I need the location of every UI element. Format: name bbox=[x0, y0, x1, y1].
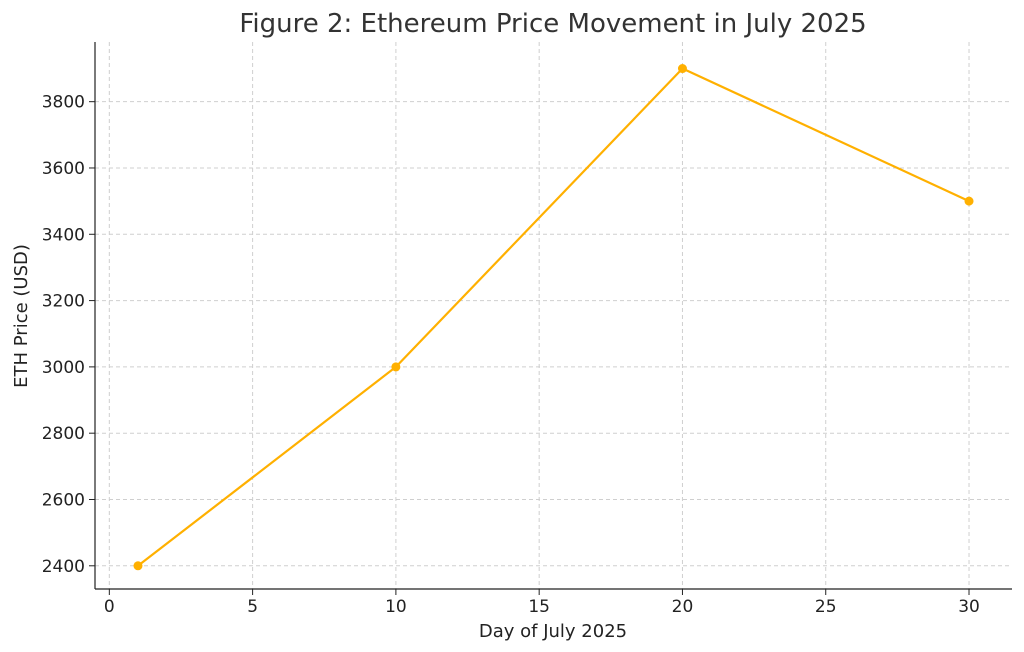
y-tick-label: 3200 bbox=[42, 292, 85, 312]
y-tick-label: 3600 bbox=[42, 159, 85, 179]
y-tick-label: 3800 bbox=[42, 93, 85, 113]
data-point bbox=[133, 561, 143, 571]
x-tick-label: 20 bbox=[672, 597, 694, 617]
x-tick-label: 30 bbox=[958, 597, 980, 617]
axes bbox=[94, 42, 1012, 590]
chart-title: Figure 2: Ethereum Price Movement in Jul… bbox=[239, 9, 866, 39]
data-point bbox=[391, 362, 401, 372]
data-point bbox=[964, 196, 974, 206]
x-tick-label: 15 bbox=[528, 597, 550, 617]
y-tick-label: 2800 bbox=[42, 424, 85, 444]
x-tick-label: 25 bbox=[815, 597, 837, 617]
grid bbox=[95, 42, 1012, 589]
y-axis-label: ETH Price (USD) bbox=[11, 244, 32, 388]
data-point bbox=[677, 64, 687, 74]
x-tick-label: 5 bbox=[247, 597, 258, 617]
y-axis-ticks: 2400 2600 2800 3000 3200 3400 3600 3800 bbox=[42, 93, 95, 577]
y-tick-label: 3000 bbox=[42, 358, 85, 378]
series-layer bbox=[133, 64, 974, 571]
x-axis-label: Day of July 2025 bbox=[479, 621, 627, 642]
x-axis-ticks: 0 5 10 15 20 25 30 bbox=[104, 589, 980, 617]
y-tick-label: 2400 bbox=[42, 557, 85, 577]
y-tick-label: 2600 bbox=[42, 490, 85, 510]
y-tick-label: 3400 bbox=[42, 225, 85, 245]
x-tick-label: 0 bbox=[104, 597, 115, 617]
series-line bbox=[137, 67, 970, 567]
x-tick-label: 10 bbox=[385, 597, 407, 617]
